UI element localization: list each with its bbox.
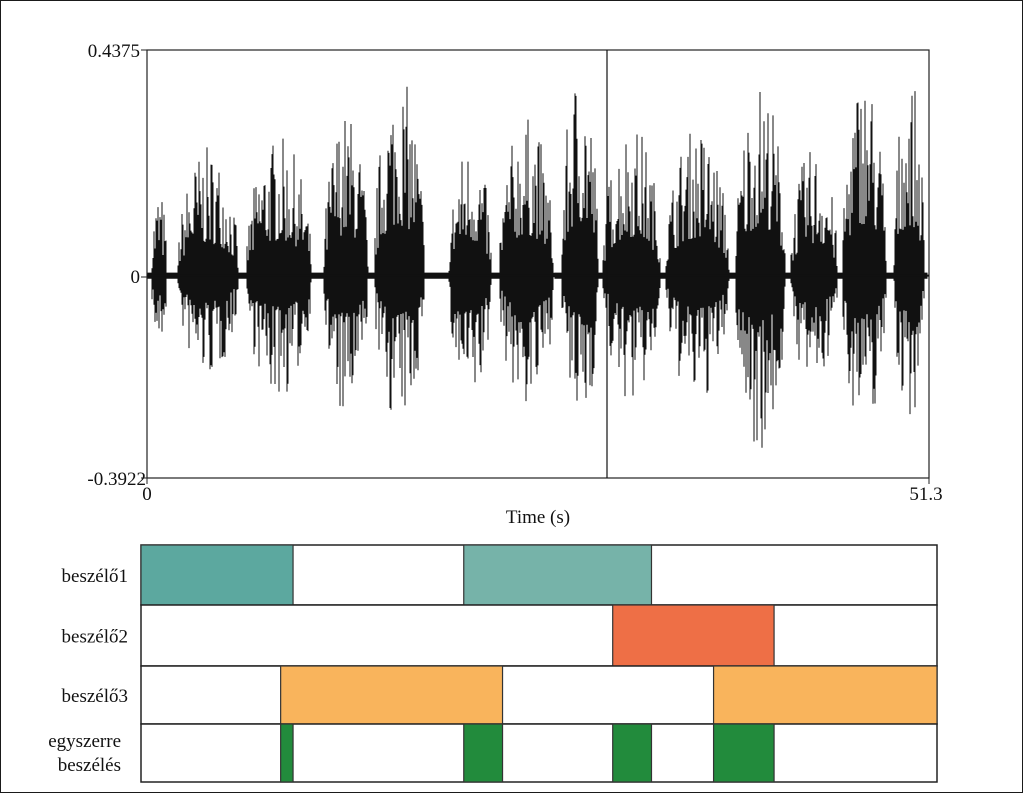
row-label: beszélő1 [62,566,128,587]
speech-interval [612,604,775,667]
waveform-chart: 0.4375 0 -0.3922 0 51.3 Time (s) [87,41,942,528]
x-axis-label: Time (s) [506,507,570,528]
row-label: beszélő3 [62,686,128,707]
x-tick-label-end: 51.3 [909,484,942,505]
x-tick-label-start: 0 [142,484,152,505]
speech-interval [280,665,504,725]
speech-interval [140,544,294,606]
speaker-timeline: beszélő1 beszélő2 beszélő3 egyszerre beszélé… [48,544,938,783]
y-tick-label-max: 0.4375 [88,41,140,62]
speech-interval [463,723,504,783]
speech-interval [712,723,775,783]
row-label: beszélő2 [62,627,128,648]
waveform-series [147,86,929,448]
timeline-row [140,723,938,783]
y-tick-label-min: -0.3922 [87,469,146,490]
waveform-envelope [147,86,928,448]
speech-interval [463,544,653,606]
timeline-row [140,604,938,667]
speech-interval [612,723,653,783]
row-label-line: beszélés [58,755,121,776]
waveform-plot-area [146,49,930,479]
speech-interval [280,723,294,783]
y-tick-label-zero: 0 [131,267,141,288]
speech-interval [712,665,938,725]
row-label-line: egyszerre [48,731,121,752]
